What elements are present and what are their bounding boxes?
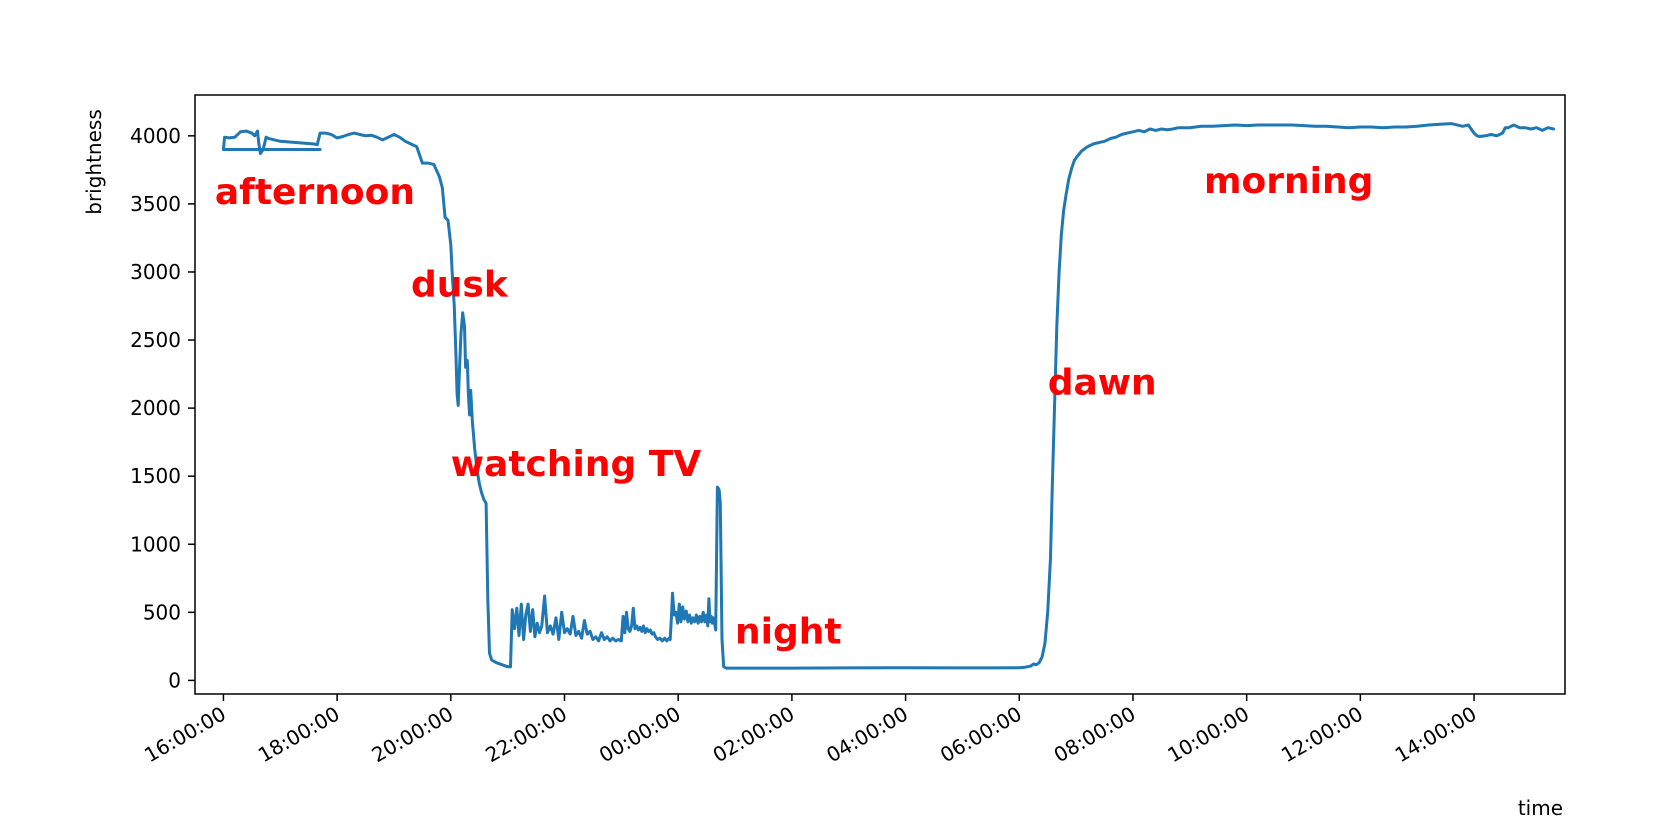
x-tick-label: 22:00:00: [481, 702, 571, 768]
y-tick-label: 2500: [130, 328, 181, 352]
series-layer: [221, 122, 1556, 670]
x-tick-label: 10:00:00: [1163, 702, 1253, 768]
y-tick-label: 500: [143, 600, 181, 624]
x-tick-label: 08:00:00: [1050, 702, 1140, 768]
annotation-dawn: dawn: [1048, 363, 1157, 404]
annotation-night: night: [735, 612, 842, 653]
annotation-afternoon: afternoon: [215, 172, 415, 213]
x-tick-label: 12:00:00: [1277, 702, 1367, 768]
x-tick-label: 18:00:00: [254, 702, 344, 768]
y-tick-label: 3500: [130, 192, 181, 216]
x-tick-label: 00:00:00: [595, 702, 685, 768]
annotation-layer: afternoon dusk watching TV night dawn morning: [215, 161, 1374, 653]
y-axis: 0 500 1000 1500 2000 2500 3000 3500 4000: [130, 124, 195, 692]
plot-frame: [194, 94, 1566, 695]
y-tick-label: 0: [168, 668, 181, 692]
x-tick-label: 14:00:00: [1391, 702, 1481, 768]
y-tick-label: 1000: [130, 532, 181, 556]
y-tick-label: 2000: [130, 396, 181, 420]
x-axis-label: time: [1518, 796, 1563, 820]
x-tick-label: 02:00:00: [709, 702, 799, 768]
annotation-watching-tv: watching TV: [451, 444, 702, 485]
annotation-dusk: dusk: [411, 264, 509, 305]
series-line-0: [221, 122, 1556, 670]
x-tick-label: 04:00:00: [822, 702, 912, 768]
plot-area: [195, 95, 1565, 694]
y-tick-label: 4000: [130, 124, 181, 148]
y-tick-label: 1500: [130, 464, 181, 488]
x-axis: 16:00:00 18:00:00 20:00:00 22:00:00 00:00:00…: [140, 694, 1481, 768]
x-tick-label: 20:00:00: [368, 702, 458, 768]
x-tick-label: 06:00:00: [936, 702, 1026, 768]
y-axis-label: brightness: [82, 109, 106, 215]
annotation-morning: morning: [1204, 161, 1373, 202]
y-tick-label: 3000: [130, 260, 181, 284]
x-tick-label: 16:00:00: [140, 702, 230, 768]
